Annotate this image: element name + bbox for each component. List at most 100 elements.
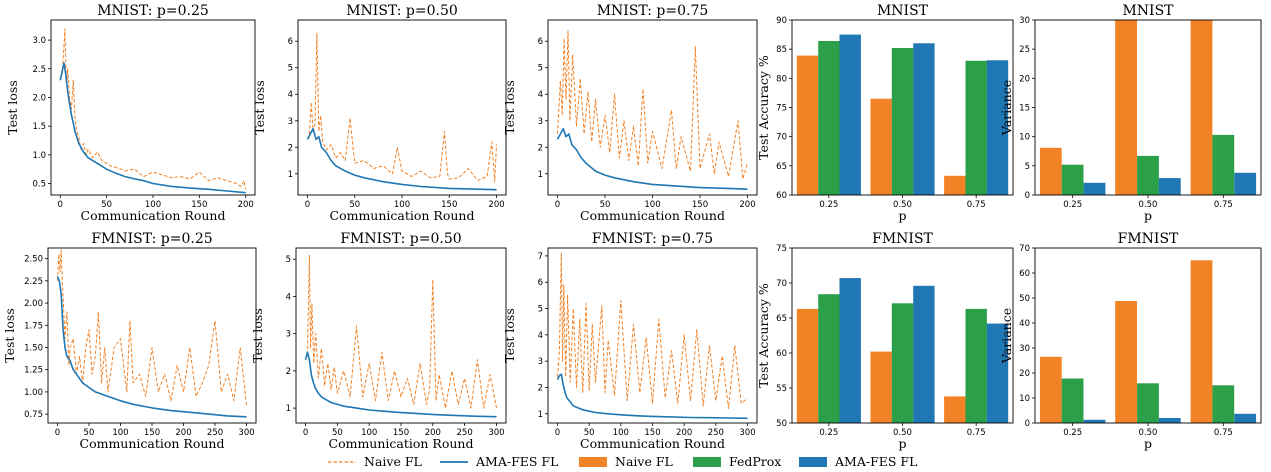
bar-naive-fl-0.50 <box>1115 301 1137 423</box>
y-tick-label: 1 <box>288 170 293 180</box>
legend-label: Naive FL <box>364 454 422 469</box>
y-tick-label: 5 <box>538 64 543 74</box>
y-tick-label: 6 <box>288 37 293 47</box>
y-tick-label: 30 <box>1019 16 1030 26</box>
x-tick-label: 250 <box>457 428 473 438</box>
bar-naive-fl-0.50 <box>870 351 892 423</box>
axes-frame <box>50 19 256 196</box>
x-tick-label: 0.50 <box>1139 200 1158 210</box>
y-tick-label: 4 <box>538 331 543 341</box>
x-tick-label: 0.75 <box>1214 200 1233 210</box>
y-tick-label: 1.75 <box>24 321 43 331</box>
x-tick-label: 0.50 <box>893 200 912 210</box>
legend-item-3: Naive FL <box>579 454 673 469</box>
axes-frame <box>791 247 1014 424</box>
legend-item-2: AMA-FES FL <box>440 454 558 469</box>
x-tick-label: 100 <box>644 200 660 210</box>
axes-frame <box>297 19 507 196</box>
bar-naive-fl-0.50 <box>1115 20 1137 195</box>
chart-panel-3: 0 50 100 150 200 1 2 3 4 5 6 MNIST: p=0.75 Communica… <box>502 3 758 223</box>
x-tick-label: 0 <box>305 200 310 210</box>
y-tick-label: 4 <box>286 292 291 302</box>
bar-ama-fes-fl-0.25 <box>839 278 861 423</box>
y-tick-label: 1.50 <box>24 343 43 353</box>
x-axis-label: Communication Round <box>80 436 225 451</box>
x-axis-label: p <box>1144 208 1152 223</box>
y-axis-label: Test loss <box>250 308 265 363</box>
y-tick-label: 90 <box>776 16 787 26</box>
x-tick-label: 0.25 <box>1063 200 1082 210</box>
y-tick-label: 30 <box>1019 344 1030 354</box>
ama-fes-fl-line <box>306 127 497 191</box>
x-tick-label: 150 <box>692 200 708 210</box>
y-tick-label: 0 <box>1025 191 1030 201</box>
chart-panel-7: 0 50 100 150 200 250 300 1 2 3 4 5 FMNIST: p=0.50 Com… <box>250 231 507 451</box>
chart-title: FMNIST: p=0.50 <box>340 231 461 247</box>
x-tick-label: 0.25 <box>819 200 838 210</box>
y-tick-label: 2.25 <box>24 277 43 287</box>
y-tick-label: 3 <box>288 117 293 127</box>
y-tick-label: 20 <box>1019 369 1030 379</box>
bar-naive-fl-0.50 <box>870 98 892 195</box>
y-tick-label: 6 <box>538 37 543 47</box>
bar-fedprox-0.50 <box>1137 383 1159 423</box>
chart-title: MNIST <box>1122 3 1174 19</box>
bar-fedprox-0.75 <box>1212 134 1235 195</box>
x-tick-label: 100 <box>112 428 128 438</box>
x-tick-label: 250 <box>207 428 223 438</box>
y-tick-label: 70 <box>776 279 787 289</box>
axes-frame <box>1034 19 1262 196</box>
y-tick-label: 2.0 <box>32 93 46 103</box>
y-tick-label: 65 <box>776 162 787 172</box>
y-axis-label: Test loss <box>502 80 517 135</box>
x-tick-label: 0.75 <box>967 428 986 438</box>
y-tick-label: 0.5 <box>32 180 46 190</box>
x-tick-label: 200 <box>425 428 441 438</box>
y-tick-label: 50 <box>776 419 787 429</box>
y-tick-label: 2 <box>538 383 543 393</box>
y-tick-label: 70 <box>776 133 787 143</box>
y-tick-label: 6 <box>538 278 543 288</box>
x-tick-label: 100 <box>145 200 161 210</box>
y-tick-label: 0 <box>1025 419 1030 429</box>
legend-label: FedProx <box>729 454 781 469</box>
y-tick-label: 2.5 <box>32 65 46 75</box>
legend: Naive FL AMA-FES FL Naive FL FedProx AMA-FES… <box>328 454 917 469</box>
y-tick-label: 5 <box>538 305 543 315</box>
bar-ama-fes-fl-0.50 <box>913 285 935 423</box>
y-tick-label: 3.0 <box>32 36 46 46</box>
y-tick-label: 1.00 <box>24 388 43 398</box>
y-tick-label: 5 <box>286 255 291 265</box>
y-tick-label: 1.25 <box>24 366 43 376</box>
x-tick-label: 100 <box>394 200 410 210</box>
bar-fedprox-0.75 <box>965 308 987 423</box>
bar-ama-fes-fl-0.50 <box>1158 178 1181 195</box>
x-tick-label: 0 <box>555 428 560 438</box>
y-tick-label: 40 <box>1019 319 1030 329</box>
bar-ama-fes-fl-0.25 <box>1083 419 1106 423</box>
y-axis-label: Variance <box>999 308 1014 364</box>
chart-panel-4: 0.25 0.50 0.75 60 65 70 75 80 85 90 MNIST p Test Acc… <box>756 3 1014 223</box>
y-tick-label: 60 <box>776 349 787 359</box>
x-tick-label: 0 <box>555 200 560 210</box>
y-tick-label: 5 <box>288 64 293 74</box>
ama-fes-fl-line <box>556 373 748 420</box>
x-axis-label: Communication Round <box>580 208 725 223</box>
legend-label: AMA-FES FL <box>834 454 917 469</box>
y-tick-label: 70 <box>1019 244 1030 254</box>
bar-ama-fes-fl-0.50 <box>1158 418 1181 423</box>
bar-naive-fl-0.25 <box>796 308 819 423</box>
x-tick-label: 0.75 <box>1214 428 1233 438</box>
x-tick-label: 50 <box>600 200 611 210</box>
naive-fl-line <box>557 30 748 180</box>
y-tick-label: 10 <box>1019 394 1030 404</box>
y-tick-label: 2.50 <box>24 255 43 265</box>
x-tick-label: 0.50 <box>893 428 912 438</box>
x-tick-label: 200 <box>676 428 692 438</box>
ama-fes-fl-line <box>304 351 497 418</box>
y-tick-label: 0.75 <box>24 410 43 420</box>
y-tick-label: 3 <box>286 330 291 340</box>
y-axis-label: Test loss <box>2 308 17 363</box>
ama-fes-fl-line <box>56 276 247 418</box>
